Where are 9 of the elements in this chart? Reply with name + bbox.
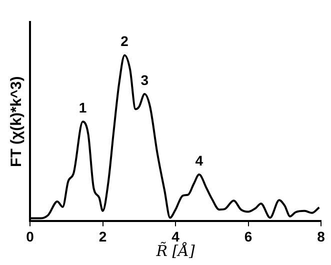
annotation: 4 xyxy=(195,152,204,168)
x-tick-label: 2 xyxy=(98,228,107,244)
y-axis-title: FT (χ(k)*k^3) xyxy=(8,76,26,167)
x-tick-label: 8 xyxy=(317,228,326,244)
x-tick-label: 0 xyxy=(26,228,34,244)
annotation: 1 xyxy=(78,99,87,116)
annotation: 2 xyxy=(120,33,129,50)
annotation: 3 xyxy=(140,72,149,88)
x-tick-label: 6 xyxy=(244,228,252,244)
